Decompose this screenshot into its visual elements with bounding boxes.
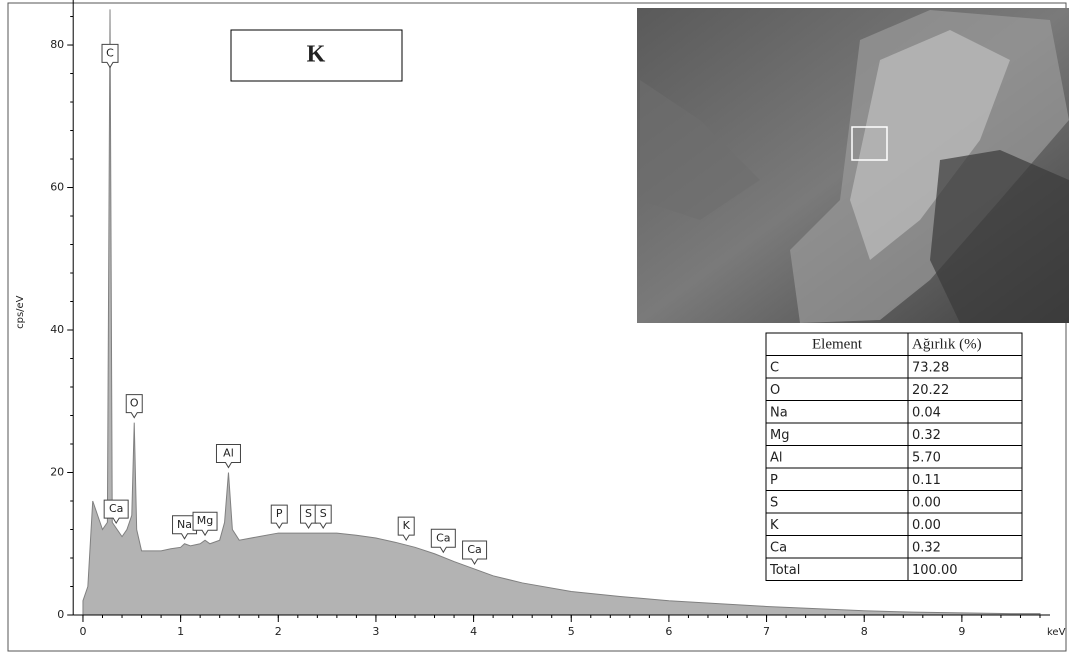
peak-label-text: Ca <box>109 502 123 515</box>
peak-label: S <box>300 504 318 530</box>
peak-label: Na <box>172 515 198 540</box>
x-tick-label: 4 <box>470 625 477 638</box>
x-tick-label: 7 <box>763 625 770 638</box>
peak-label: O <box>125 394 143 419</box>
table-cell: C <box>770 360 779 375</box>
table-row <box>765 445 1023 469</box>
sem-texture <box>640 80 760 220</box>
table-row <box>765 467 1023 491</box>
table-row <box>765 422 1023 446</box>
table-row <box>765 557 1023 581</box>
table-row <box>765 332 1023 356</box>
spectrum-area <box>82 9 1041 616</box>
x-tick-label: 3 <box>372 625 379 638</box>
peak-label-text: Na <box>177 518 192 531</box>
x-tick-label: 8 <box>861 625 868 638</box>
table-cell: S <box>770 495 778 510</box>
table-cell: O <box>770 383 780 398</box>
table-row <box>765 355 1023 379</box>
table-cell: 20.22 <box>912 383 949 398</box>
x-tick-label: 0 <box>79 625 86 638</box>
y-tick-label: 20 <box>50 466 64 479</box>
x-tick-label: 9 <box>958 625 965 638</box>
peak-label-text: O <box>130 397 139 410</box>
table-row <box>765 377 1023 401</box>
table-cell: 5.70 <box>912 450 941 465</box>
peak-label-text: Ca <box>467 543 481 556</box>
peak-label-text: K <box>403 519 411 532</box>
peak-label-box <box>215 444 241 469</box>
peak-label-text: Ca <box>436 531 450 544</box>
table-cell: Ca <box>770 540 787 555</box>
peak-label-box <box>192 511 218 537</box>
table-header: Element <box>812 337 863 353</box>
x-tick-label: 6 <box>665 625 672 638</box>
peak-label: K <box>397 516 415 542</box>
peak-label-box <box>397 516 415 542</box>
table-cell: 0.11 <box>912 473 941 488</box>
peak-label: Ca <box>462 540 488 566</box>
x-tick-label: 5 <box>568 625 575 638</box>
sem-texture <box>850 30 1010 260</box>
sem-selection <box>851 126 888 161</box>
table-cell: 73.28 <box>912 360 949 375</box>
peak-label-text: S <box>320 507 327 520</box>
table-row <box>765 490 1023 514</box>
peak-label-box <box>125 394 143 419</box>
panel-label: K <box>307 42 326 68</box>
peak-label-box <box>430 528 456 554</box>
peak-label: Ca <box>430 528 456 554</box>
y-tick-label: 0 <box>57 608 64 621</box>
table-cell: Al <box>770 450 783 465</box>
peak-label-text: P <box>276 507 283 520</box>
table-cell: 0.00 <box>912 495 941 510</box>
table-cell: 0.32 <box>912 540 941 555</box>
peak-label: Al <box>215 444 241 469</box>
peak-label-text: C <box>106 46 114 59</box>
x-tick-label: 1 <box>177 625 184 638</box>
y-tick-label: 40 <box>50 323 64 336</box>
peak-label-box <box>462 540 488 566</box>
peak-label-text: Al <box>223 447 234 460</box>
table-cell: Total <box>769 563 800 578</box>
sem-image <box>637 8 1069 323</box>
peak-label: S <box>314 504 332 530</box>
peak-label: P <box>270 504 288 530</box>
sem-texture <box>930 150 1069 323</box>
table-header: Ağırlık (%) <box>912 337 982 353</box>
table-cell: Mg <box>770 428 789 443</box>
table-row <box>765 535 1023 559</box>
x-axis-label: keV <box>1047 627 1066 638</box>
peak-label: Ca <box>103 499 129 525</box>
peak-label-text: Mg <box>197 514 213 527</box>
peak-label-box <box>103 499 129 525</box>
table-row <box>765 400 1023 424</box>
table-cell: 100.00 <box>912 563 958 578</box>
peak-label-box <box>101 43 119 69</box>
y-tick-label: 80 <box>50 38 64 51</box>
peak-label-box <box>314 504 332 530</box>
weight-table: Element Ağırlık (%) C 73.28 O 20.22 Na 0.04 Mg 0.… <box>765 332 1023 581</box>
table-cell: P <box>770 473 778 488</box>
peak-label-text: S <box>305 507 312 520</box>
peak-label-box <box>270 504 288 530</box>
table-cell: Na <box>770 405 788 420</box>
peak-label: Mg <box>192 511 218 537</box>
table-cell: 0.32 <box>912 428 941 443</box>
frame <box>7 2 1067 652</box>
table-cell: 0.00 <box>912 518 941 533</box>
panel-label-box <box>230 29 403 82</box>
table-row <box>765 512 1023 536</box>
table-cell: K <box>770 518 779 533</box>
y-axis-label: cps/eV <box>15 295 26 329</box>
y-tick-label: 60 <box>50 181 64 194</box>
peak-label: C <box>101 43 119 69</box>
table-cell: 0.04 <box>912 405 941 420</box>
x-tick-label: 2 <box>275 625 282 638</box>
